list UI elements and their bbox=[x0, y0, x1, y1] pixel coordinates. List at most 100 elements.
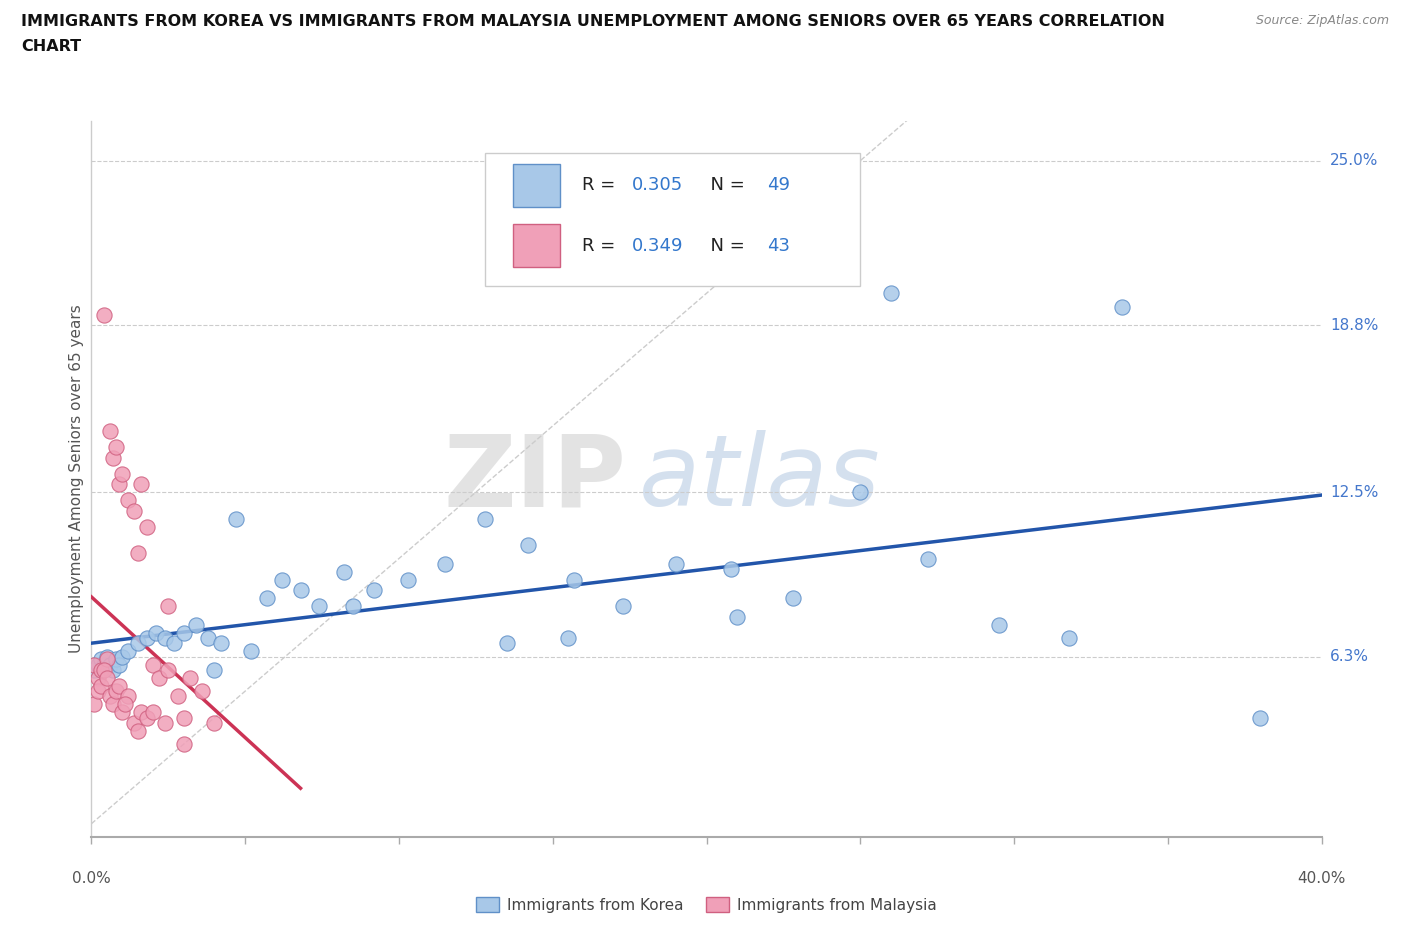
Point bbox=[129, 705, 152, 720]
Point bbox=[209, 636, 232, 651]
Text: 43: 43 bbox=[766, 236, 790, 255]
Point bbox=[271, 572, 294, 587]
FancyBboxPatch shape bbox=[485, 153, 860, 286]
Point bbox=[363, 583, 385, 598]
Point bbox=[1249, 711, 1271, 725]
Point bbox=[98, 689, 121, 704]
Point bbox=[127, 724, 149, 738]
Point bbox=[93, 658, 115, 672]
Point bbox=[987, 618, 1010, 632]
Point bbox=[135, 631, 157, 645]
Text: 0.0%: 0.0% bbox=[72, 871, 111, 886]
Point bbox=[108, 658, 131, 672]
Point bbox=[117, 644, 139, 658]
Text: Source: ZipAtlas.com: Source: ZipAtlas.com bbox=[1256, 14, 1389, 27]
Y-axis label: Unemployment Among Seniors over 65 years: Unemployment Among Seniors over 65 years bbox=[69, 305, 84, 653]
Point bbox=[720, 562, 742, 577]
Point bbox=[129, 477, 152, 492]
Point bbox=[917, 551, 939, 566]
Point bbox=[98, 424, 121, 439]
Point bbox=[111, 649, 134, 664]
Point bbox=[96, 671, 118, 685]
Point bbox=[849, 485, 872, 499]
Point bbox=[105, 684, 127, 698]
Text: CHART: CHART bbox=[21, 39, 82, 54]
Point bbox=[90, 652, 112, 667]
Point bbox=[108, 477, 131, 492]
Point bbox=[173, 737, 195, 751]
Text: 49: 49 bbox=[766, 177, 790, 194]
Point bbox=[96, 649, 118, 664]
Point bbox=[142, 705, 165, 720]
Point bbox=[90, 662, 112, 677]
Point bbox=[105, 652, 127, 667]
Text: ZIP: ZIP bbox=[444, 431, 627, 527]
Point bbox=[135, 519, 157, 534]
Point bbox=[86, 671, 108, 685]
Point bbox=[153, 715, 177, 730]
Point bbox=[290, 583, 312, 598]
Text: 0.349: 0.349 bbox=[631, 236, 683, 255]
Text: R =: R = bbox=[582, 236, 621, 255]
Point bbox=[148, 671, 170, 685]
Bar bbox=[513, 224, 560, 267]
Point bbox=[142, 658, 165, 672]
Point bbox=[880, 286, 903, 300]
Point bbox=[184, 618, 207, 632]
Point bbox=[474, 512, 496, 526]
Point bbox=[108, 678, 131, 693]
Text: N =: N = bbox=[699, 236, 751, 255]
Point bbox=[557, 631, 579, 645]
Point bbox=[562, 572, 585, 587]
Text: 12.5%: 12.5% bbox=[1330, 485, 1378, 499]
Point bbox=[225, 512, 247, 526]
Point bbox=[256, 591, 278, 605]
Text: 18.8%: 18.8% bbox=[1330, 318, 1378, 333]
Text: R =: R = bbox=[582, 177, 621, 194]
Point bbox=[157, 662, 180, 677]
Point bbox=[117, 689, 139, 704]
Point bbox=[135, 711, 157, 725]
Legend: Immigrants from Korea, Immigrants from Malaysia: Immigrants from Korea, Immigrants from M… bbox=[470, 891, 943, 919]
Text: IMMIGRANTS FROM KOREA VS IMMIGRANTS FROM MALAYSIA UNEMPLOYMENT AMONG SENIORS OVE: IMMIGRANTS FROM KOREA VS IMMIGRANTS FROM… bbox=[21, 14, 1166, 29]
Point bbox=[124, 715, 146, 730]
Point bbox=[725, 609, 748, 624]
Point bbox=[1059, 631, 1081, 645]
Point bbox=[93, 307, 115, 322]
Point bbox=[111, 705, 134, 720]
Point bbox=[83, 662, 105, 677]
Point bbox=[105, 440, 127, 455]
Point bbox=[166, 689, 188, 704]
Point bbox=[332, 565, 354, 579]
Text: 40.0%: 40.0% bbox=[1298, 871, 1346, 886]
Point bbox=[83, 697, 105, 711]
Text: 6.3%: 6.3% bbox=[1330, 649, 1369, 664]
Point bbox=[517, 538, 540, 552]
Point bbox=[1111, 299, 1133, 314]
Text: atlas: atlas bbox=[638, 431, 880, 527]
Point bbox=[342, 599, 364, 614]
Point bbox=[173, 625, 195, 640]
Point bbox=[308, 599, 330, 614]
Point bbox=[101, 450, 124, 465]
Point bbox=[86, 658, 108, 672]
Point bbox=[93, 662, 115, 677]
Point bbox=[86, 684, 108, 698]
Point bbox=[179, 671, 201, 685]
Text: 0.305: 0.305 bbox=[631, 177, 683, 194]
Point bbox=[117, 493, 139, 508]
Point bbox=[153, 631, 177, 645]
Point bbox=[96, 652, 118, 667]
Point bbox=[396, 572, 419, 587]
Point bbox=[665, 556, 688, 571]
Point bbox=[101, 662, 124, 677]
Point bbox=[163, 636, 186, 651]
Point bbox=[191, 684, 214, 698]
Point bbox=[782, 591, 804, 605]
Point bbox=[173, 711, 195, 725]
Point bbox=[111, 466, 134, 481]
Point bbox=[434, 556, 457, 571]
Point bbox=[83, 658, 105, 672]
Point bbox=[197, 631, 219, 645]
Point bbox=[202, 715, 225, 730]
